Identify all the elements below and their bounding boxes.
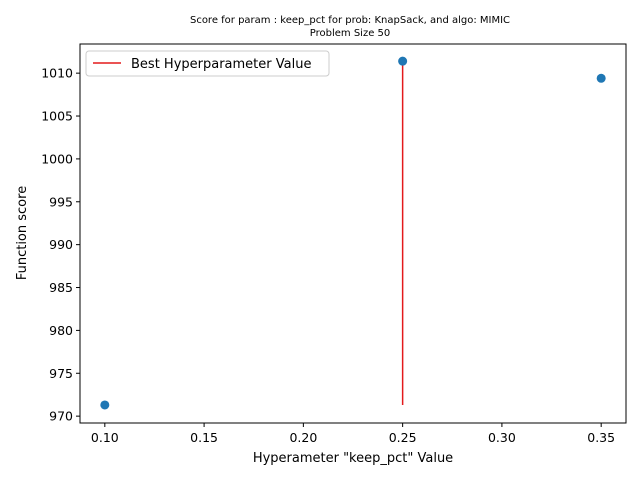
- plot-frame: [79, 43, 627, 424]
- legend: Best Hyperparameter Value: [85, 50, 330, 77]
- y-tick-label: 990: [49, 237, 73, 252]
- legend-label-best-hyperparameter: Best Hyperparameter Value: [131, 57, 311, 72]
- data-point: [596, 73, 606, 83]
- y-tick-label: 1000: [41, 151, 73, 166]
- x-tick-label: 0.30: [488, 430, 516, 445]
- x-tick-label: 0.10: [91, 430, 119, 445]
- x-axis: 0.10 0.15 0.20 0.25 0.30 0.35: [91, 423, 615, 445]
- y-axis: 970 975 980 985 990 995 1000 1005 1010: [41, 66, 80, 424]
- y-tick-label: 975: [49, 366, 73, 381]
- chart-subtitle: Problem Size 50: [310, 28, 391, 39]
- y-tick-label: 980: [49, 323, 73, 338]
- x-tick-label: 0.20: [289, 430, 317, 445]
- chart-title: Score for param : keep_pct for prob: Kna…: [190, 15, 510, 26]
- plot-area: [100, 56, 606, 410]
- x-tick-label: 0.25: [389, 430, 417, 445]
- y-tick-label: 995: [49, 194, 73, 209]
- x-axis-label: Hyperameter "keep_pct" Value: [253, 451, 453, 466]
- x-tick-label: 0.15: [190, 430, 218, 445]
- y-tick-label: 1010: [41, 66, 73, 81]
- data-point: [398, 56, 408, 66]
- x-tick-label: 0.35: [587, 430, 615, 445]
- y-axis-label: Function score: [15, 186, 30, 280]
- data-point: [100, 400, 110, 410]
- y-tick-label: 985: [49, 280, 73, 295]
- legend-box: [85, 50, 330, 77]
- y-tick-label: 1005: [41, 109, 73, 124]
- y-tick-label: 970: [49, 409, 73, 424]
